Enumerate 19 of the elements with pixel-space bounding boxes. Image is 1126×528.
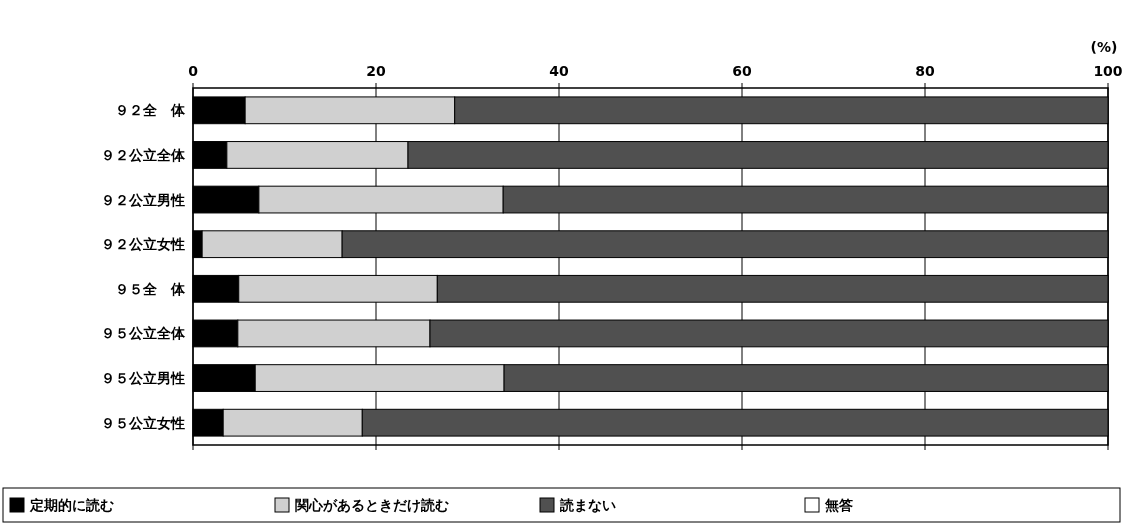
x-tick-label: 40 [549,63,569,79]
y-tick-label: ９２全 体 [115,102,186,119]
x-axis-title: (%) [1090,39,1118,55]
x-tick-label: 0 [188,63,199,79]
y-tick-label: ９２公立女性 [101,236,185,253]
x-tick-label: 80 [915,63,935,79]
y-tick-label: ９５公立男性 [101,370,185,387]
legend-label: 関心があるときだけ読む [295,497,449,513]
legend-label: 定期的に読む [29,497,114,513]
y-tick-label: ９２公立全体 [101,146,186,163]
legend-label: 読まない [559,497,616,513]
x-tick-label: 100 [1093,63,1123,79]
y-tick-label: ９２公立男性 [101,191,185,208]
x-tick-label: 60 [732,63,752,79]
y-tick-label: ９５全 体 [115,280,186,297]
x-tick-label: 20 [366,63,386,79]
y-tick-label: ９５公立女性 [101,414,185,431]
y-tick-label: ９５公立全体 [101,325,186,342]
legend-label: 無答 [824,497,853,513]
